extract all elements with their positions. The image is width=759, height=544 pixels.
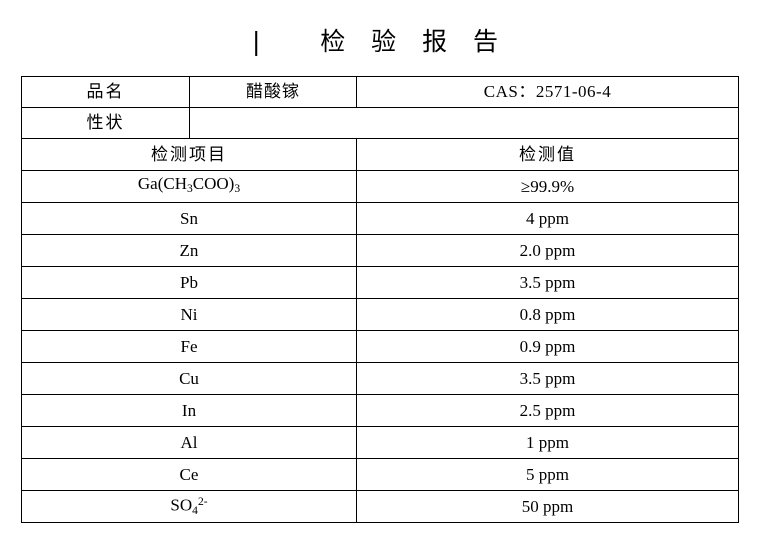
table-row: In 2.5 ppm <box>21 394 739 427</box>
header-item-cell: 检测项目 <box>21 138 357 171</box>
analyte-cell-ion: SO42- <box>21 490 357 523</box>
result-cell: 1 ppm <box>356 426 739 459</box>
table-row: Cu 3.5 ppm <box>21 362 739 395</box>
result-cell: 3.5 ppm <box>356 362 739 395</box>
result-cell: ≥99.9% <box>356 170 739 203</box>
table-row: Ni 0.8 ppm <box>21 298 739 331</box>
formula-base: Ga(CH <box>137 173 187 193</box>
result-cell: 4 ppm <box>356 202 739 235</box>
result-cell: 3.5 ppm <box>356 266 739 299</box>
analyte-cell: In <box>21 394 357 427</box>
table-row: Ga(CH3COO)3 ≥99.9% <box>21 170 739 203</box>
table-row: Sn 4 ppm <box>21 202 739 235</box>
formula-subscript-1: 3 <box>186 182 193 196</box>
table-row: SO42- 50 ppm <box>21 490 739 523</box>
analyte-cell: Ce <box>21 458 357 491</box>
table-row: Zn 2.0 ppm <box>21 234 739 267</box>
ion-superscript: 2- <box>197 495 208 509</box>
header-value-cell: 检测值 <box>356 138 739 171</box>
table-row-appearance: 性状 <box>21 107 739 139</box>
ion-base: SO <box>170 495 193 515</box>
table-row-product: 品名 醋酸镓 CAS：2571-06-4 <box>21 76 739 108</box>
inspection-report-table: 品名 醋酸镓 CAS：2571-06-4 性状 检测项目 检测值 Ga(CH3C… <box>21 76 739 523</box>
table-row: Fe 0.9 ppm <box>21 330 739 363</box>
analyte-cell: Pb <box>21 266 357 299</box>
cas-number-cell: CAS：2571-06-4 <box>356 76 739 108</box>
analyte-cell-formula: Ga(CH3COO)3 <box>21 170 357 203</box>
table-header-row: 检测项目 检测值 <box>21 138 739 171</box>
formula-subscript-2: 3 <box>234 182 241 196</box>
table-row: Ce 5 ppm <box>21 458 739 491</box>
analyte-cell: Fe <box>21 330 357 363</box>
appearance-value-cell <box>189 107 739 139</box>
analyte-cell: Cu <box>21 362 357 395</box>
result-cell: 5 ppm <box>356 458 739 491</box>
result-cell: 0.9 ppm <box>356 330 739 363</box>
analyte-cell: Sn <box>21 202 357 235</box>
product-label-cell: 品名 <box>21 76 190 108</box>
analyte-cell: Ni <box>21 298 357 331</box>
table-row: Al 1 ppm <box>21 426 739 459</box>
analyte-cell: Zn <box>21 234 357 267</box>
result-cell: 0.8 ppm <box>356 298 739 331</box>
result-cell: 2.0 ppm <box>356 234 739 267</box>
table-body: 品名 醋酸镓 CAS：2571-06-4 性状 检测项目 检测值 Ga(CH3C… <box>21 76 739 523</box>
formula-mid: COO) <box>192 173 235 193</box>
analyte-cell: Al <box>21 426 357 459</box>
ion-subscript: 4 <box>192 503 198 517</box>
appearance-label-cell: 性状 <box>21 107 190 139</box>
result-cell: 2.5 ppm <box>356 394 739 427</box>
product-name-cell: 醋酸镓 <box>189 76 357 108</box>
page-title: | 检 验 报 告 <box>251 27 508 56</box>
result-cell: 50 ppm <box>356 490 739 523</box>
table-row: Pb 3.5 ppm <box>21 266 739 299</box>
